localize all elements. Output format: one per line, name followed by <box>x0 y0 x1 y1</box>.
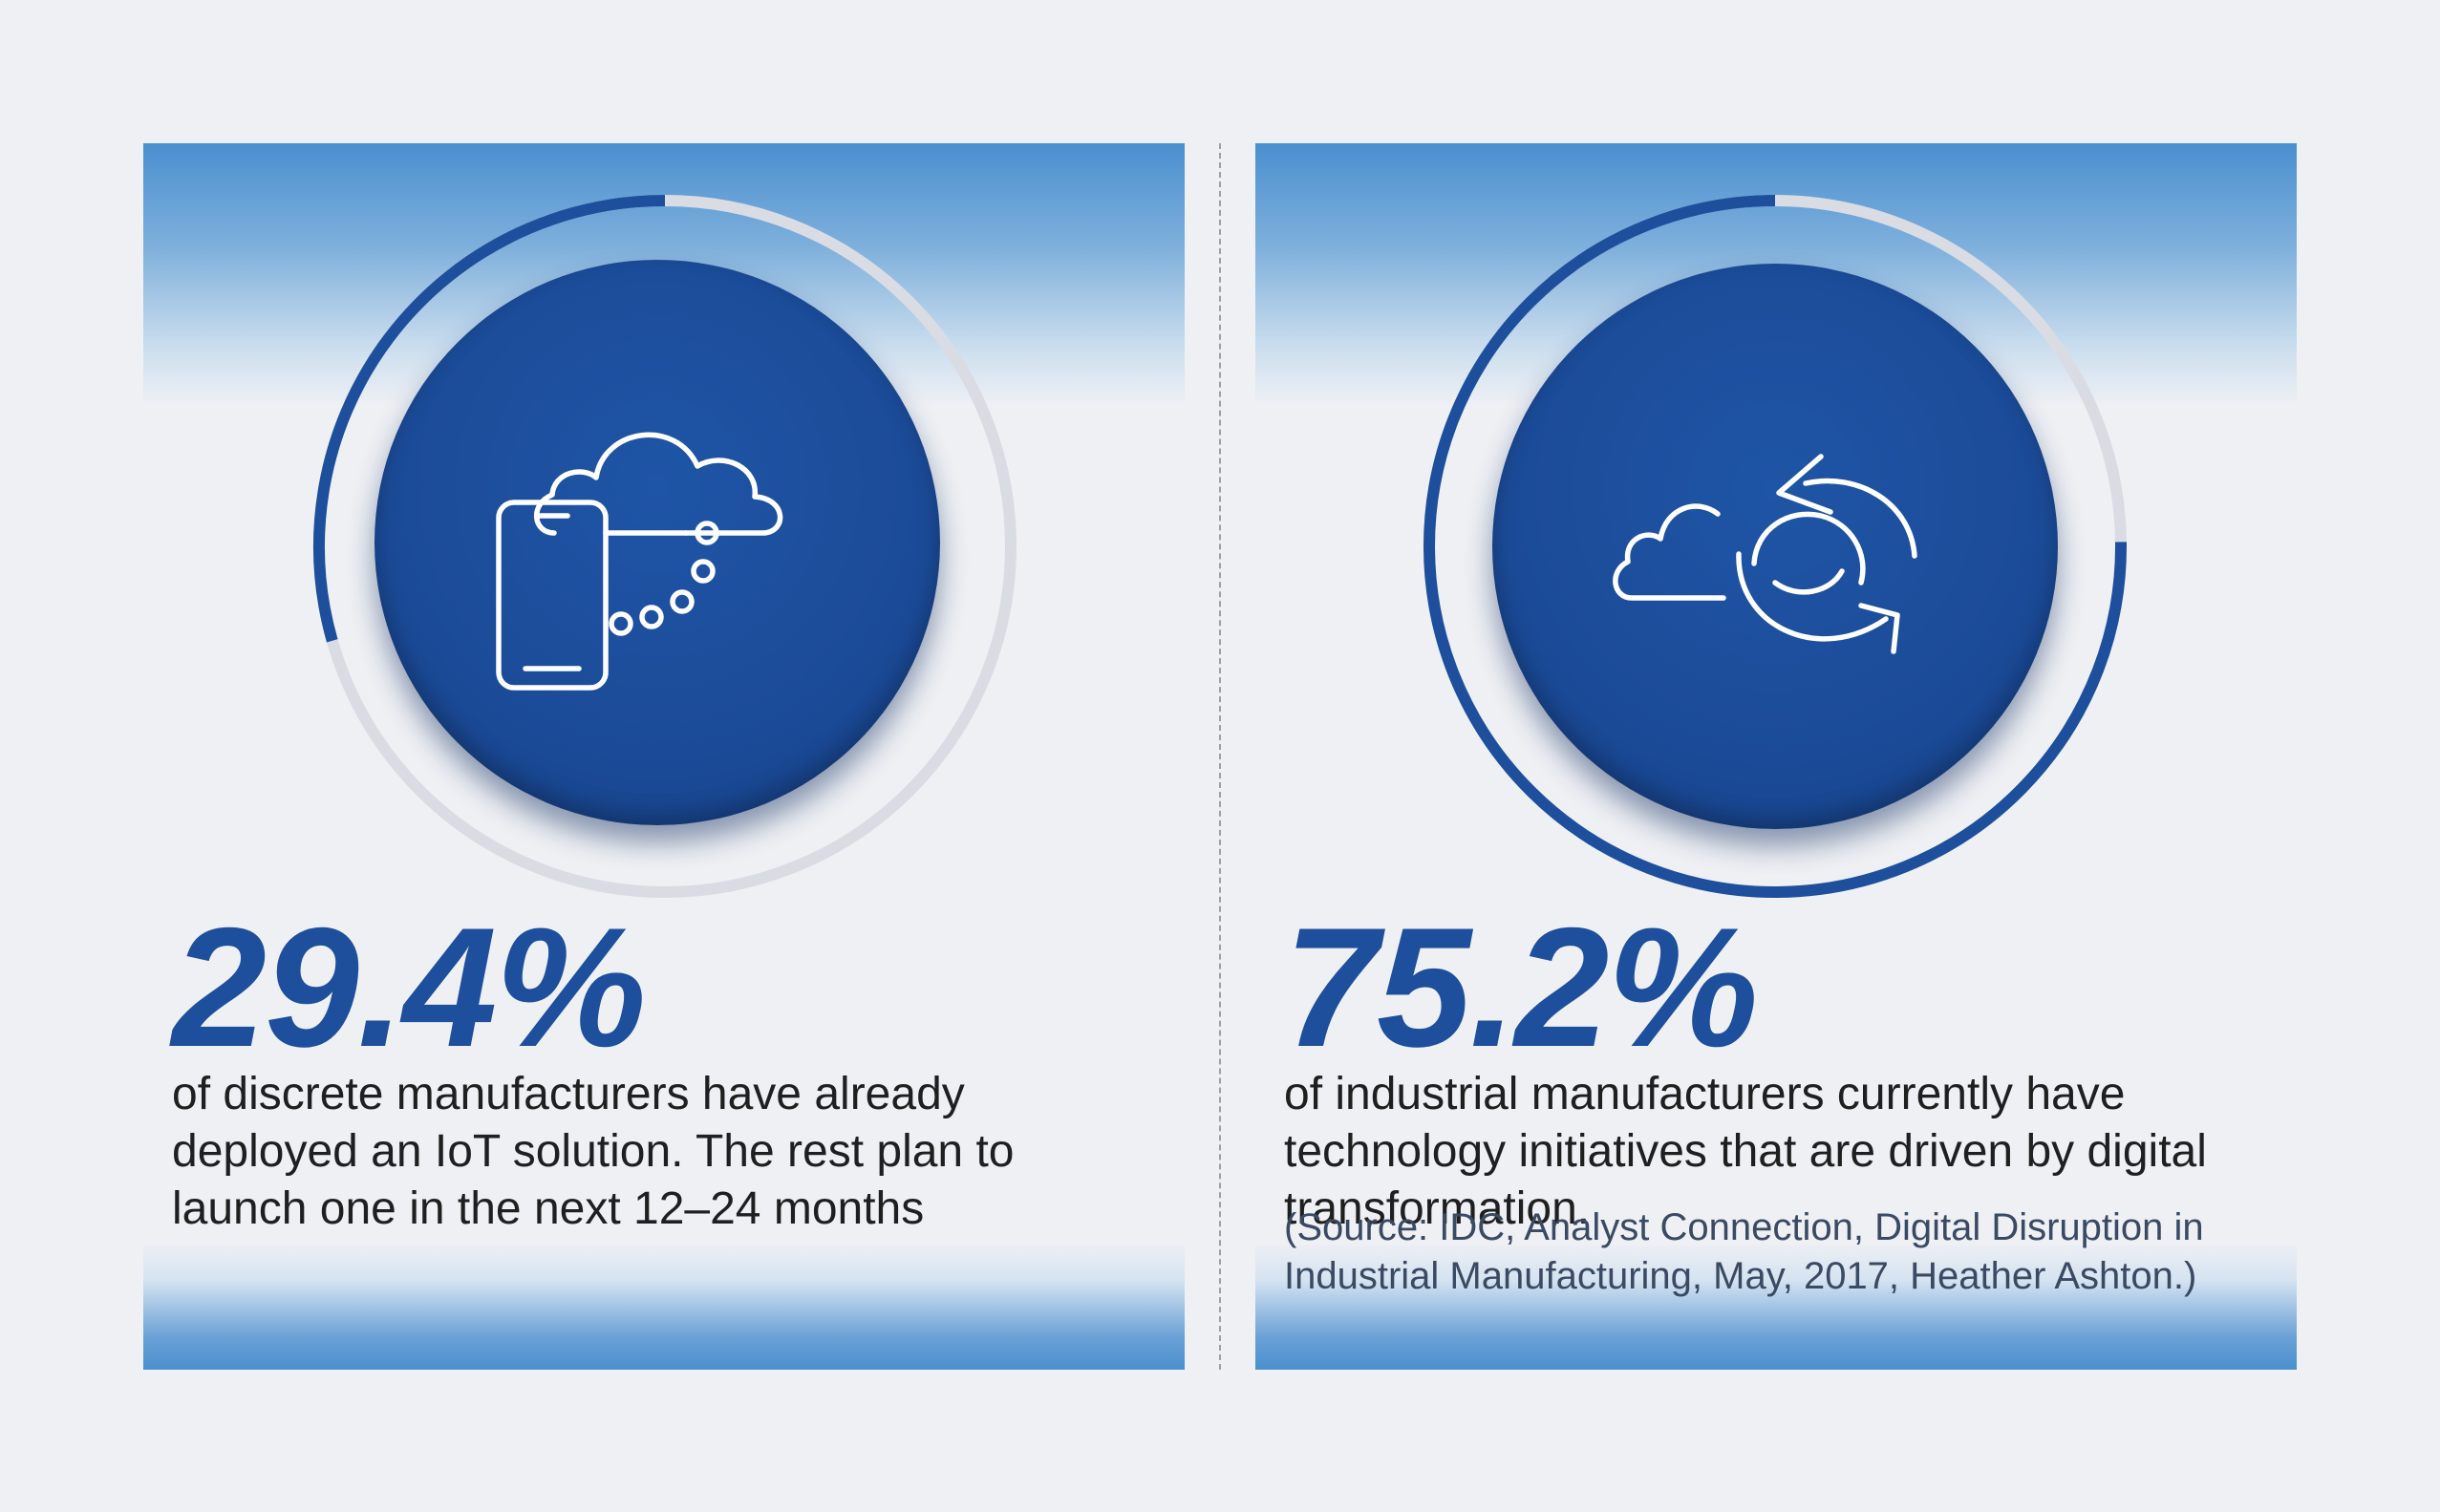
source-citation: (Source: IDC, Analyst Connection, Digita… <box>1284 1206 2204 1297</box>
progress-ring <box>313 195 1017 898</box>
stat-description: of industrial manufacturers currently ha… <box>1284 1069 2207 1234</box>
cloud-sync-icon <box>1613 454 1917 654</box>
stat-value: 29.4% <box>172 892 647 1082</box>
stat-card-digital-transformation: 75.2% of industrial manufacturers curren… <box>1255 143 2297 1370</box>
progress-ring-fill <box>313 195 666 643</box>
stat-value: 75.2% <box>1284 892 1759 1082</box>
stat-card-iot: 29.4% of discrete manufacturers have alr… <box>143 143 1185 1370</box>
progress-ring-fill <box>1423 195 2127 898</box>
phone-cloud-icon <box>496 432 783 691</box>
progress-ring <box>1423 195 2127 898</box>
stat-description: of discrete manufacturers have already d… <box>172 1069 1015 1234</box>
icon-disc <box>375 260 940 825</box>
icon-disc <box>1492 264 2058 829</box>
dashed-divider <box>1219 143 1221 1370</box>
